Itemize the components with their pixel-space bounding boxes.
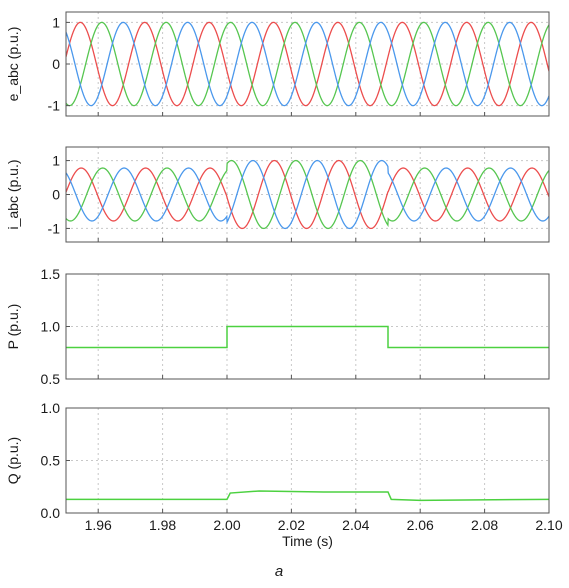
series-line-2 (66, 159, 549, 230)
x-tick-label: 1.98 (149, 517, 176, 533)
y-axis-label: i_abc (p.u.) (5, 159, 21, 229)
y-tick-label: -1 (48, 98, 61, 114)
y-axis-label: P (p.u.) (5, 304, 21, 350)
x-tick-label: 2.06 (407, 517, 434, 533)
y-tick-label: 0.5 (41, 371, 61, 387)
series-line-1 (66, 21, 549, 107)
x-tick-label: 2.08 (471, 517, 498, 533)
x-tick-label: 2.02 (278, 517, 305, 533)
series-line-3 (66, 21, 549, 107)
figure-caption: a (275, 563, 283, 580)
series-line-1 (66, 490, 549, 502)
y-tick-label: 0 (52, 56, 60, 72)
y-tick-label: -1 (48, 220, 61, 236)
series-line-3 (66, 159, 549, 230)
y-tick-label: 1.0 (41, 400, 61, 416)
series-line-2 (66, 21, 549, 107)
y-tick-label: 0 (52, 187, 60, 203)
y-tick-label: 1.5 (41, 266, 61, 282)
panel-1: 1 0 -1 e_abc (p.u.) (5, 11, 550, 117)
y-tick-label: 0.0 (41, 505, 61, 521)
series-line-1 (66, 159, 549, 230)
panel-4: 1.0 0.5 0.0 1.96 1.98 2.00 2.02 2.04 2.06 2.08 2.1… (5, 400, 563, 549)
y-axis-label: Q (p.u.) (5, 437, 21, 484)
series-line-1 (66, 325, 549, 349)
y-tick-label: 0.5 (41, 453, 61, 469)
x-axis-label: Time (s) (282, 533, 333, 549)
y-tick-label: 1 (52, 153, 60, 169)
y-axis-label: e_abc (p.u.) (5, 27, 21, 102)
x-tick-label: 1.96 (85, 517, 112, 533)
panel-3: 1.5 1.0 0.5 P (p.u.) (5, 266, 550, 387)
x-tick-label: 2.10 (535, 517, 562, 533)
x-tick-label: 2.04 (342, 517, 369, 533)
y-tick-label: 1 (52, 14, 60, 30)
y-tick-label: 1.0 (41, 319, 61, 335)
x-tick-label: 2.00 (213, 517, 240, 533)
panel-2: 1 0 -1 i_abc (p.u.) (5, 146, 550, 243)
